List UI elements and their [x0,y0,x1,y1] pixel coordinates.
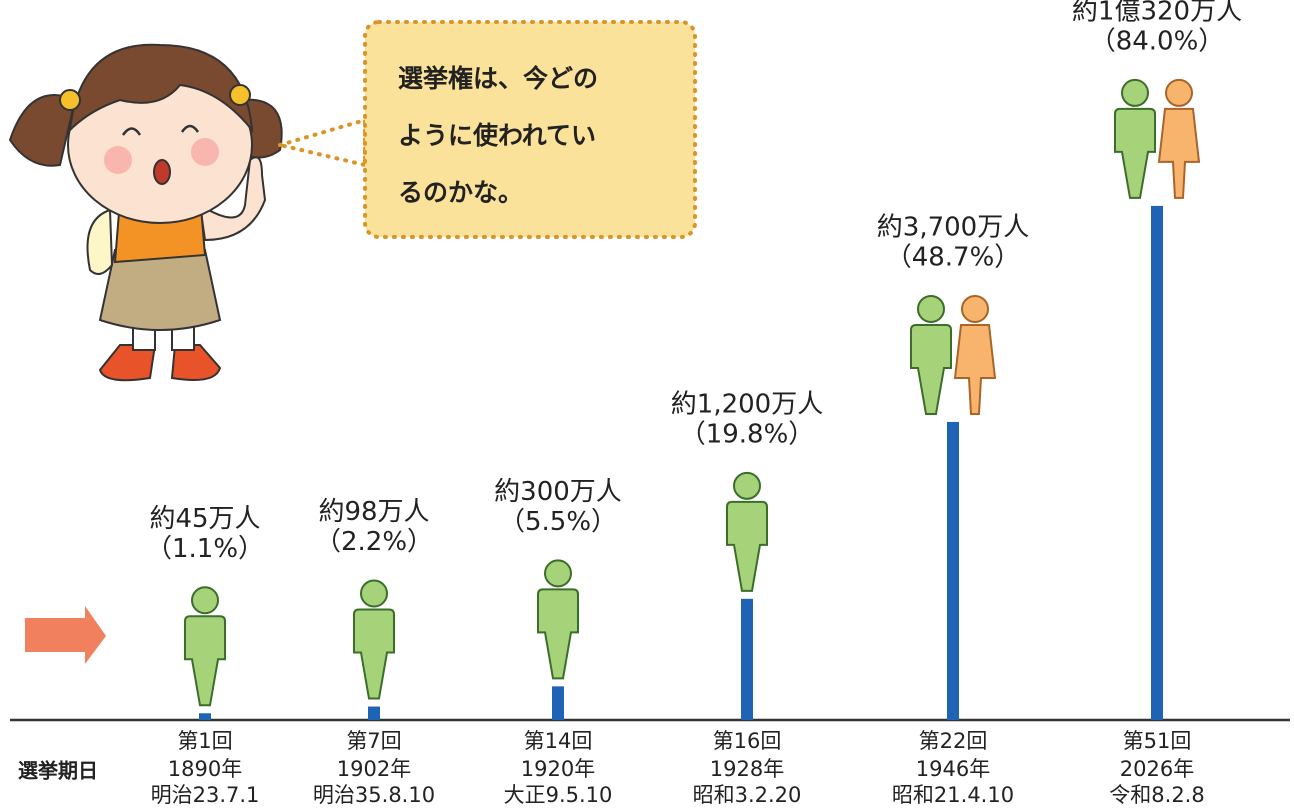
value-label: （1.1%） [146,534,264,564]
bar [1151,206,1163,720]
voters-label: 約300万人 [494,477,622,507]
figure-head [192,587,218,613]
figure-head [545,560,571,586]
x-tick-year: 1920年 [521,757,595,781]
figure-body [1159,109,1199,198]
value-label: （19.8%） [680,419,815,449]
voters-label: 約3,700万人 [877,212,1029,242]
x-tick-year: 2026年 [1120,757,1194,781]
x-tick-label: 第7回 [346,729,401,753]
figure-body [727,502,767,591]
bar [741,599,753,720]
x-tick-year: 1890年 [168,757,242,781]
row-label: 選挙期日 [18,759,98,783]
x-tick-date: 令和8.2.8 [1109,783,1204,807]
bar [199,713,211,720]
bubble-text: 選挙権は、今どの [398,64,598,93]
figure-head [734,473,760,499]
figure-body [538,589,578,678]
bubble-text: るのかな。 [398,178,523,207]
x-tick-date: 大正9.5.10 [504,783,613,807]
x-tick-label: 第22回 [919,729,988,753]
value-label: （5.5%） [499,507,617,537]
x-tick-date: 昭和3.2.20 [693,783,802,807]
bubble-text: ように使われてい [398,121,596,150]
chart: 選挙権は、今どの ように使われてい るのかな。 選挙期日 約45万人（1.1%）… [0,0,1294,809]
voters-label: 約98万人 [318,497,429,527]
voters-label: 約1,200万人 [671,389,823,419]
speech-bubble: 選挙権は、今どの ように使われてい るのかな。 [280,22,695,237]
bar [947,422,959,720]
figure-body [911,325,951,414]
x-tick-date: 明治35.8.10 [313,783,435,807]
bar [368,707,380,720]
bar [552,686,564,720]
figure-head [918,296,944,322]
x-tick-label: 第51回 [1123,729,1192,753]
value-label: （48.7%） [886,242,1021,272]
x-tick-date: 明治23.7.1 [151,783,260,807]
figure-body [185,616,225,705]
x-tick-date: 昭和21.4.10 [892,783,1014,807]
figure-body [955,325,995,414]
figure-head [962,296,988,322]
value-label: （84.0%） [1090,26,1225,56]
figure-head [1122,80,1148,106]
figure-head [361,581,387,607]
x-tick-label: 第14回 [524,729,593,753]
x-tick-year: 1902年 [337,757,411,781]
arrow [25,606,106,664]
voters-label: 約45万人 [149,504,260,534]
x-tick-year: 1928年 [710,757,784,781]
voters-label: 約1億320万人 [1072,0,1242,26]
x-tick-label: 第1回 [177,729,232,753]
figure-body [1115,109,1155,198]
figure-body [354,610,394,699]
x-tick-year: 1946年 [916,757,990,781]
x-tick-label: 第16回 [713,729,782,753]
value-label: （2.2%） [315,527,433,557]
figure-head [1166,80,1192,106]
girl-illustration [10,45,282,380]
